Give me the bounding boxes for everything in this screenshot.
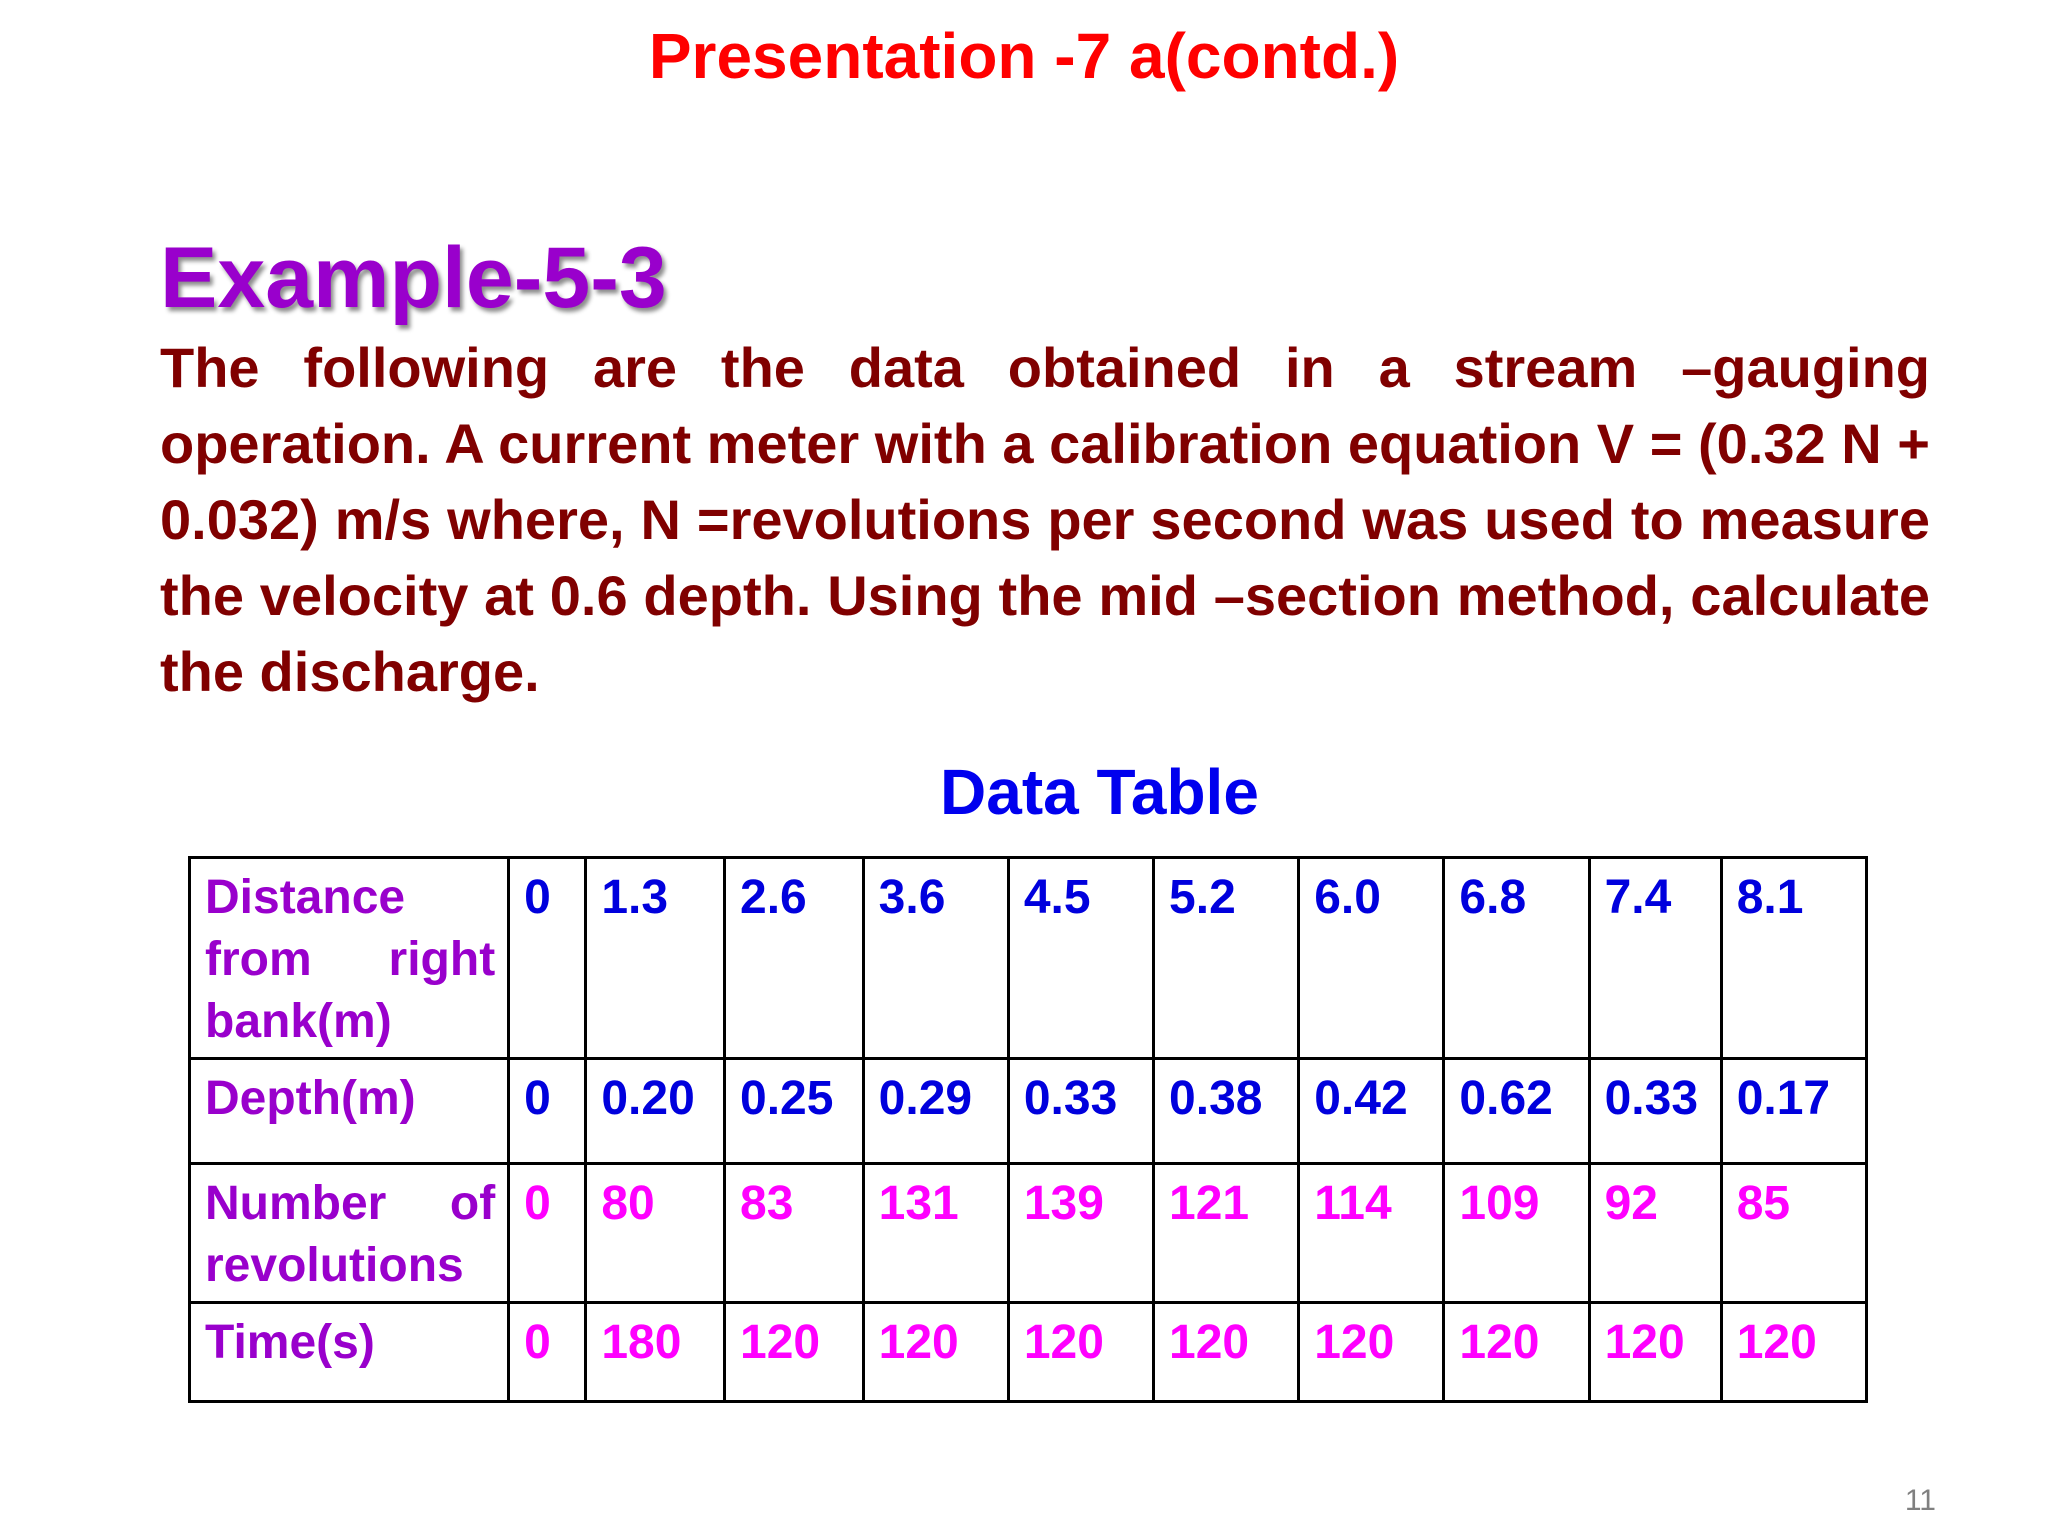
problem-statement: The following are the data obtained in a… [160, 336, 1930, 703]
depth-cell: 0.62 [1442, 1057, 1591, 1165]
distance-cell: 6.8 [1442, 856, 1591, 1060]
revolutions-cell: 114 [1297, 1162, 1446, 1304]
table-row-revolutions: Number of revolutions 0 80 83 131 139 12… [187, 1162, 1869, 1304]
table-row-time: Time(s) 0 180 120 120 120 120 120 120 12… [187, 1301, 1869, 1403]
revolutions-cell: 83 [723, 1162, 865, 1304]
time-cell: 120 [1442, 1301, 1591, 1403]
time-cell: 120 [1152, 1301, 1301, 1403]
revolutions-cell: 131 [861, 1162, 1010, 1304]
depth-cell: 0.29 [861, 1057, 1010, 1165]
depth-cell: 0.33 [1006, 1057, 1156, 1165]
depth-cell: 0.33 [1587, 1057, 1723, 1165]
distance-cell: 5.2 [1152, 856, 1301, 1060]
time-cell: 120 [1587, 1301, 1723, 1403]
table-row-depth: Depth(m) 0 0.20 0.25 0.29 0.33 0.38 0.42… [187, 1057, 1869, 1165]
revolutions-cell: 121 [1152, 1162, 1301, 1304]
revolutions-cell: 85 [1719, 1162, 1869, 1304]
revolutions-cell: 80 [584, 1162, 726, 1304]
distance-cell: 6.0 [1297, 856, 1446, 1060]
depth-cell: 0.20 [584, 1057, 726, 1165]
revolutions-cell: 109 [1442, 1162, 1591, 1304]
distance-cell: 2.6 [723, 856, 865, 1060]
page-number: 11 [1904, 1484, 1936, 1517]
revolutions-cell: 139 [1006, 1162, 1156, 1304]
data-table-title: Data Table [940, 756, 1259, 828]
row-label-distance: Distance from right bank(m) [187, 856, 511, 1060]
depth-cell: 0.17 [1719, 1057, 1869, 1165]
distance-cell: 8.1 [1719, 856, 1869, 1060]
depth-cell: 0.25 [723, 1057, 865, 1165]
table-row-distance: Distance from right bank(m) 0 1.3 2.6 3.… [187, 856, 1869, 1060]
time-cell: 120 [1006, 1301, 1156, 1403]
row-label-time: Time(s) [187, 1301, 511, 1403]
time-cell: 0 [507, 1301, 588, 1403]
example-title: Example-5-3 [160, 230, 667, 326]
time-cell: 120 [1719, 1301, 1869, 1403]
depth-cell: 0 [507, 1057, 588, 1165]
row-label-revolutions: Number of revolutions [187, 1162, 511, 1304]
revolutions-cell: 0 [507, 1162, 588, 1304]
time-cell: 120 [723, 1301, 865, 1403]
revolutions-cell: 92 [1587, 1162, 1723, 1304]
distance-cell: 4.5 [1006, 856, 1156, 1060]
time-cell: 180 [584, 1301, 726, 1403]
slide-header-title: Presentation -7 a(contd.) [648, 20, 1400, 92]
time-cell: 120 [1297, 1301, 1446, 1403]
depth-cell: 0.42 [1297, 1057, 1446, 1165]
row-label-depth: Depth(m) [187, 1057, 511, 1165]
time-cell: 120 [861, 1301, 1010, 1403]
distance-cell: 7.4 [1587, 856, 1723, 1060]
distance-cell: 1.3 [584, 856, 726, 1060]
distance-cell: 3.6 [861, 856, 1010, 1060]
depth-cell: 0.38 [1152, 1057, 1301, 1165]
data-table: Distance from right bank(m) 0 1.3 2.6 3.… [187, 856, 1869, 1403]
distance-cell: 0 [507, 856, 588, 1060]
